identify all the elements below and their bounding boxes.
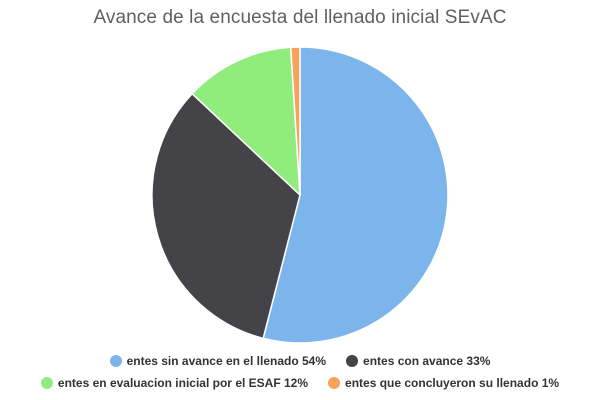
- legend: entes sin avance en el llenado 54% entes…: [0, 350, 600, 394]
- legend-item-con-avance[interactable]: entes con avance 33%: [346, 354, 490, 368]
- legend-label-sin-avance: entes sin avance en el llenado 54%: [126, 354, 327, 368]
- legend-swatch-concluyeron: [328, 377, 341, 389]
- pie-slice-evaluacion[interactable]: [191, 46, 301, 196]
- chart-title: Avance de la encuesta del llenado inicia…: [93, 7, 507, 28]
- pie-slices: [151, 46, 449, 344]
- legend-label-concluyeron: entes que concluyeron su llenado 1%: [345, 376, 560, 390]
- pie-slice-con-avance[interactable]: [151, 92, 301, 340]
- legend-label-evaluacion: entes en evaluacion inicial por el ESAF …: [57, 376, 309, 390]
- legend-row-2: entes en evaluacion inicial por el ESAF …: [0, 372, 600, 394]
- legend-label-con-avance: entes con avance 33%: [363, 354, 491, 368]
- legend-swatch-sin-avance: [109, 355, 122, 367]
- legend-swatch-evaluacion: [40, 377, 53, 389]
- legend-row-1: entes sin avance en el llenado 54% entes…: [0, 350, 600, 372]
- pie-slice-sin-avance[interactable]: [262, 46, 449, 344]
- legend-item-sin-avance[interactable]: entes sin avance en el llenado 54%: [109, 354, 327, 368]
- legend-swatch-con-avance: [346, 355, 359, 367]
- pie-slice-concluyeron[interactable]: [289, 46, 301, 196]
- legend-item-concluyeron[interactable]: entes que concluyeron su llenado 1%: [328, 376, 559, 390]
- legend-item-evaluacion[interactable]: entes en evaluacion inicial por el ESAF …: [40, 376, 309, 390]
